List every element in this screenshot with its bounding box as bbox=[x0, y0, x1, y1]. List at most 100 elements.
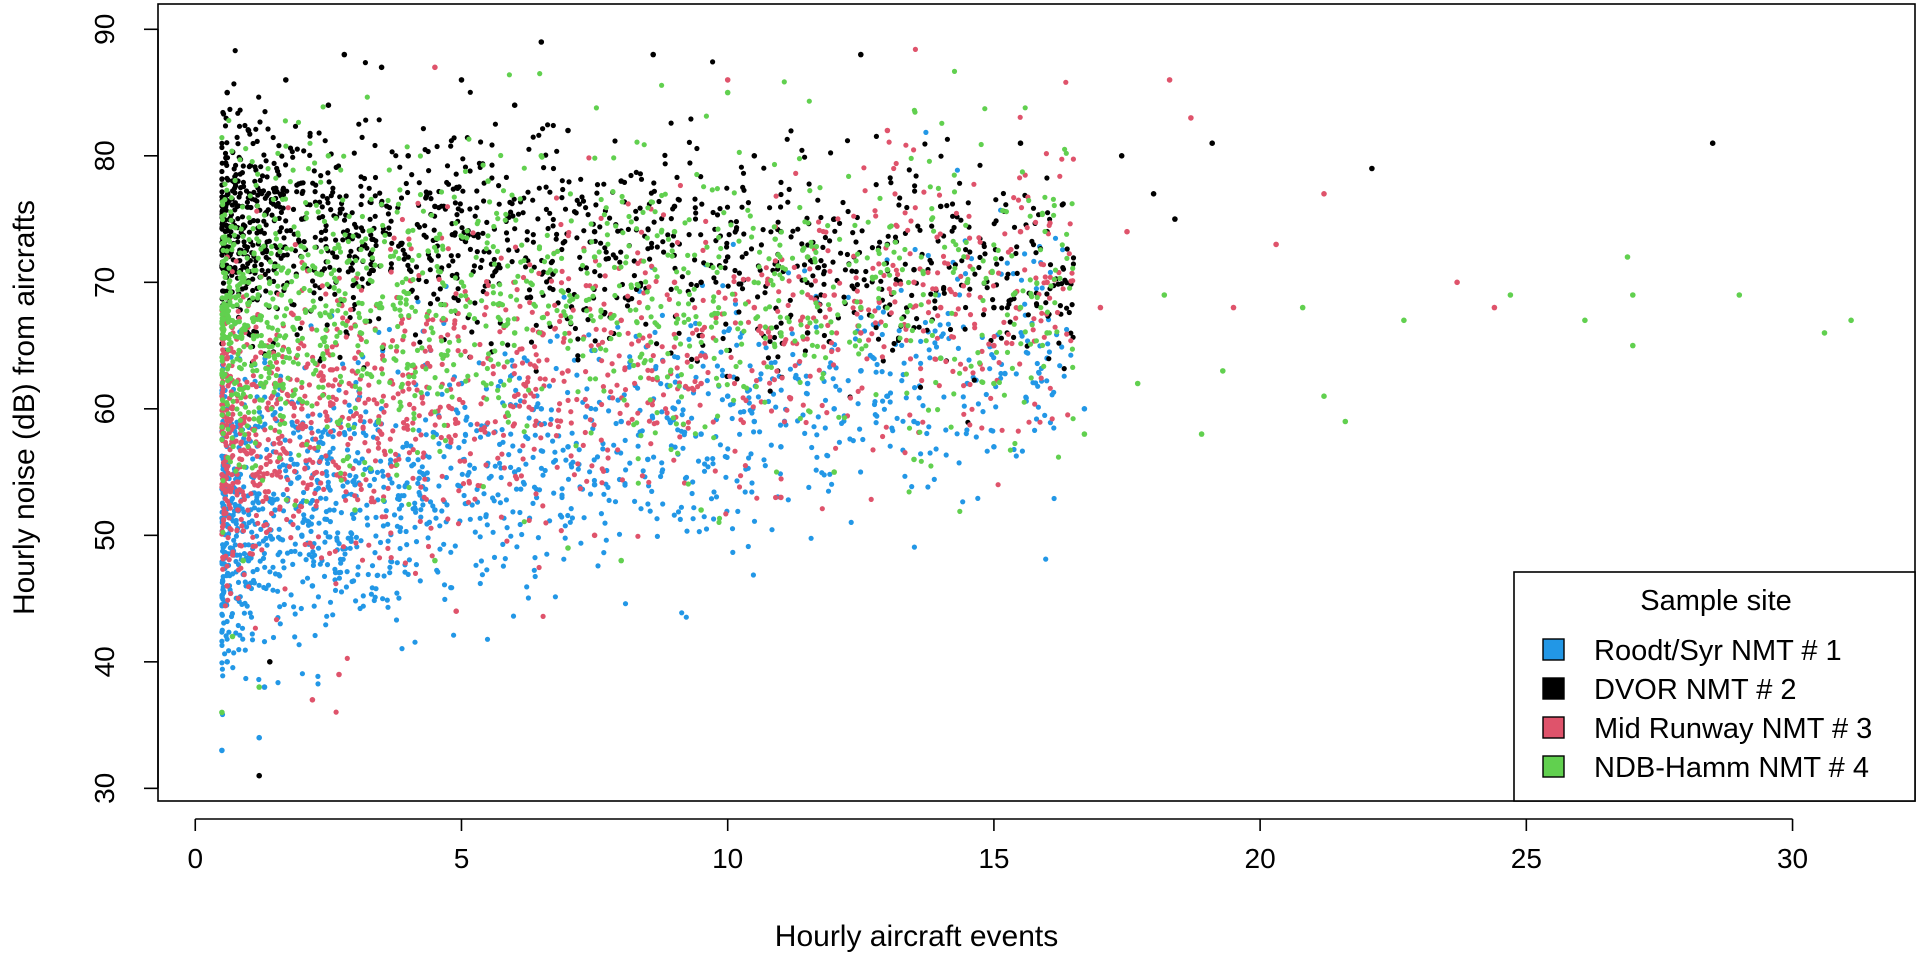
data-point bbox=[276, 572, 282, 578]
data-point bbox=[962, 271, 969, 277]
data-point bbox=[703, 239, 709, 245]
data-point bbox=[613, 420, 619, 427]
data-point bbox=[751, 518, 758, 524]
data-point bbox=[462, 164, 469, 170]
data-point bbox=[449, 585, 455, 591]
data-point bbox=[876, 261, 882, 267]
data-point bbox=[458, 293, 464, 299]
data-point bbox=[688, 116, 694, 122]
data-point bbox=[394, 344, 400, 350]
data-point bbox=[869, 313, 875, 319]
data-point bbox=[256, 734, 263, 741]
data-point bbox=[253, 324, 259, 330]
data-point bbox=[967, 249, 973, 255]
data-point bbox=[455, 410, 461, 416]
data-point bbox=[484, 636, 491, 642]
data-point bbox=[903, 337, 910, 343]
data-point bbox=[234, 492, 240, 498]
data-point bbox=[804, 391, 810, 397]
data-point bbox=[336, 288, 342, 294]
data-point bbox=[322, 310, 328, 316]
data-point bbox=[692, 252, 698, 258]
data-point bbox=[565, 287, 572, 293]
data-point bbox=[641, 142, 647, 148]
data-point bbox=[499, 340, 505, 346]
data-point bbox=[920, 328, 927, 334]
data-point bbox=[1033, 416, 1040, 422]
data-point bbox=[416, 252, 422, 259]
data-point bbox=[702, 353, 708, 359]
data-point bbox=[1033, 250, 1039, 256]
data-point bbox=[463, 293, 469, 299]
data-point bbox=[738, 417, 744, 423]
data-point bbox=[469, 502, 475, 508]
data-point bbox=[803, 373, 809, 379]
data-point bbox=[380, 523, 386, 529]
data-point bbox=[236, 462, 242, 468]
data-point bbox=[288, 298, 294, 304]
data-point bbox=[830, 362, 837, 368]
data-point bbox=[263, 222, 269, 228]
data-point bbox=[360, 471, 366, 478]
data-point bbox=[639, 351, 645, 357]
data-point bbox=[385, 211, 391, 217]
data-point bbox=[713, 315, 719, 321]
data-point bbox=[716, 305, 722, 311]
data-point bbox=[338, 560, 344, 566]
data-point bbox=[711, 489, 717, 495]
data-point bbox=[227, 447, 233, 453]
data-point bbox=[296, 508, 302, 514]
data-point bbox=[875, 305, 882, 311]
data-point bbox=[789, 255, 796, 261]
data-point bbox=[827, 364, 833, 370]
data-point bbox=[1024, 225, 1030, 231]
data-point bbox=[607, 215, 613, 221]
data-point bbox=[543, 206, 550, 212]
data-point bbox=[372, 142, 378, 149]
data-point bbox=[311, 290, 317, 296]
data-point bbox=[945, 321, 952, 327]
data-point bbox=[612, 292, 618, 299]
data-point bbox=[980, 312, 987, 318]
data-point bbox=[287, 227, 294, 234]
data-point bbox=[316, 373, 322, 379]
data-point bbox=[389, 149, 395, 155]
data-point bbox=[327, 264, 333, 270]
data-point bbox=[294, 377, 300, 383]
data-point bbox=[273, 231, 279, 237]
data-point bbox=[505, 263, 511, 269]
data-point bbox=[455, 206, 461, 212]
data-point bbox=[648, 339, 654, 345]
data-point bbox=[494, 210, 500, 216]
data-point bbox=[328, 207, 334, 213]
data-point bbox=[251, 189, 257, 195]
data-point bbox=[256, 676, 262, 683]
data-point bbox=[249, 159, 255, 165]
data-point bbox=[403, 180, 409, 187]
data-point bbox=[779, 275, 785, 282]
data-point bbox=[758, 371, 764, 377]
data-point bbox=[341, 297, 347, 303]
data-point bbox=[553, 236, 559, 242]
data-point bbox=[309, 583, 316, 589]
data-point bbox=[501, 364, 507, 370]
data-point bbox=[237, 157, 243, 163]
data-point bbox=[822, 234, 829, 241]
data-point bbox=[338, 589, 345, 595]
data-point bbox=[224, 636, 230, 642]
data-point bbox=[265, 437, 271, 443]
data-point bbox=[300, 579, 306, 585]
data-point bbox=[275, 150, 281, 156]
series-2-points bbox=[219, 39, 1716, 779]
data-point bbox=[380, 294, 386, 300]
data-point bbox=[960, 394, 966, 400]
data-point bbox=[300, 421, 306, 427]
data-point bbox=[892, 239, 899, 245]
data-point bbox=[566, 330, 572, 336]
data-point bbox=[318, 434, 324, 440]
data-point bbox=[976, 264, 982, 271]
data-point bbox=[219, 140, 225, 146]
data-point bbox=[223, 160, 229, 166]
data-point bbox=[738, 320, 744, 326]
data-point bbox=[330, 185, 336, 191]
